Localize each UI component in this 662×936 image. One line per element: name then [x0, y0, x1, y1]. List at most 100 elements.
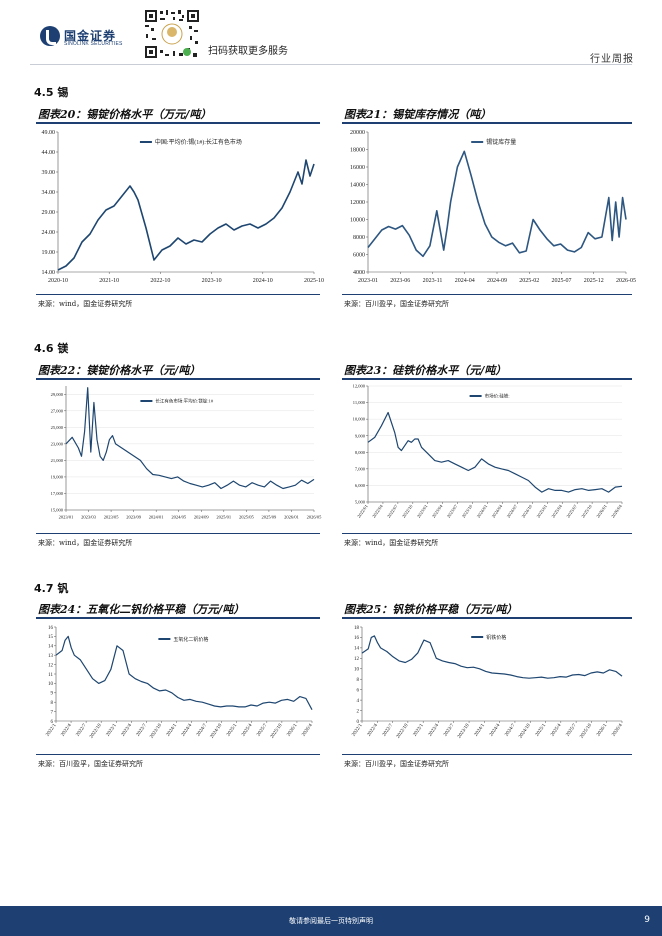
figure-title-rule: [36, 378, 320, 380]
figure-source-rule: [36, 294, 320, 295]
x-tick-label: 2025/05: [239, 515, 255, 520]
legend-label: 五氧化二钒价格: [173, 636, 208, 643]
y-tick-label: 13: [48, 654, 54, 659]
figure-title-rule: [36, 617, 320, 619]
legend-label: 中国:平均价:锡(1#):长江有色市场: [155, 138, 242, 146]
legend-label: 钒铁价格: [486, 634, 506, 641]
y-tick-label: 44.00: [42, 150, 56, 156]
figure-source-rule: [36, 533, 320, 534]
x-tick-label: 2025-12: [584, 278, 604, 284]
y-tick-label: 9,000: [355, 433, 366, 439]
page-footer: 敬请参阅最后一页特别声明 9: [0, 906, 662, 936]
legend-label: 长江有色市场:平均价:镁锭:1#: [155, 398, 213, 405]
x-tick-label: 2025-07: [552, 278, 572, 284]
x-tick-label: 2024/10: [521, 503, 534, 519]
y-tick-label: 15,000: [51, 508, 64, 514]
x-tick-label: 2025/4: [241, 723, 253, 738]
x-tick-label: 2026/01: [595, 504, 608, 519]
chart-tin-inventory: 4000 6000 8000 10000 12000 14000 16000 18000 200…: [342, 126, 636, 290]
y-tick-label: 0: [357, 720, 360, 725]
x-tick-label: 2024/7: [196, 723, 208, 738]
x-tick-label: 2023-10: [202, 278, 222, 284]
x-tick-label: 2023/10: [457, 723, 471, 740]
chart-svg: 0 2 4 6 8 10 12 14 16 18 2022/1 2022/4 2022/7 2022/10…: [352, 626, 624, 740]
y-tick-label: 16: [48, 626, 54, 631]
x-tick-label: 2022/7: [382, 723, 394, 738]
section-heading-tin: 4.5 锡: [34, 86, 69, 99]
y-tick-label: 25,000: [51, 425, 64, 431]
x-tick-label: 2021-10: [99, 278, 119, 284]
figure-title-rule: [36, 122, 320, 124]
y-tick-label: 15: [48, 635, 54, 640]
series-line: [361, 635, 623, 679]
x-tick-label: 2026/04: [610, 503, 623, 519]
x-tick-label: 2025/7: [256, 723, 268, 738]
y-tick-label: 10: [48, 682, 54, 687]
x-tick-label: 2023-01: [358, 278, 378, 284]
y-tick-label: 2: [357, 709, 360, 714]
series-line: [367, 150, 627, 258]
figure-title-21: 图表21：锡锭库存情况（吨）: [344, 108, 492, 121]
x-tick-label: 2024/05: [171, 515, 187, 520]
x-tick-label: 2025/10: [580, 503, 593, 519]
x-tick-label: 2022/4: [61, 723, 73, 738]
x-tick-label: 2024/10: [518, 723, 532, 740]
x-tick-label: 2026/05: [307, 515, 323, 520]
y-tick-label: 24.00: [42, 230, 56, 236]
x-tick-label: 2022/10: [401, 503, 414, 519]
y-tick-label: 7,000: [355, 466, 366, 472]
x-tick-label: 2024/7: [505, 723, 517, 738]
y-tick-label: 16: [354, 636, 360, 641]
figure-title-24: 图表24：五氧化二钒价格平稳（万元/吨）: [38, 603, 245, 616]
x-tick-label: 2023/07: [446, 503, 459, 519]
chart-ferrovanadium-price: 0 2 4 6 8 10 12 14 16 18 2022/1 2022/4 2022/7 2022/10…: [342, 621, 632, 751]
figure-title-rule: [342, 122, 632, 124]
figure-source-25: 来源：百川盈孚，国金证券研究所: [344, 760, 449, 768]
figure-source-23: 来源：wind，国金证券研究所: [344, 539, 439, 547]
x-tick-label: 2023/7: [136, 723, 148, 738]
qr-code-icon[interactable]: [143, 8, 201, 60]
x-tick-label: 2024-10: [253, 278, 273, 284]
x-tick-label: 2023/10: [150, 723, 164, 740]
y-tick-label: 21,000: [51, 458, 64, 464]
y-tick-label: 29,000: [51, 392, 64, 398]
x-tick-label: 2024/01: [149, 515, 164, 520]
x-tick-label: 2025/1: [535, 723, 547, 738]
y-tick-label: 12: [48, 663, 54, 668]
x-tick-label: 2022/4: [367, 723, 379, 738]
x-tick-label: 2023/04: [431, 503, 444, 519]
x-tick-label: 2024/07: [506, 503, 519, 519]
y-tick-label: 6: [357, 688, 360, 693]
y-tick-label: 18000: [350, 148, 365, 154]
x-tick-label: 2023/03: [81, 515, 97, 520]
y-tick-label: 19,000: [51, 475, 64, 481]
x-tick-label: 2022/04: [371, 503, 384, 519]
x-tick-label: 2025/07: [565, 503, 578, 519]
footer-disclaimer: 敬请参阅最后一页特别声明: [289, 917, 373, 925]
y-tick-label: 8: [51, 701, 54, 706]
x-tick-label: 2024/09: [194, 515, 210, 520]
y-tick-label: 23,000: [51, 441, 64, 447]
x-tick-label: 2026/01: [284, 515, 299, 520]
y-tick-label: 9: [51, 692, 54, 697]
x-tick-label: 2025/10: [270, 723, 284, 740]
x-tick-label: 2024-09: [487, 278, 507, 284]
x-tick-label: 2024/01: [476, 504, 489, 519]
x-tick-label: 2026/1: [596, 723, 608, 738]
y-tick-label: 49.00: [42, 130, 56, 136]
y-tick-label: 10000: [350, 218, 365, 224]
series-line: [55, 635, 313, 710]
x-tick-label: 2025/04: [550, 503, 563, 519]
logo-text-en: SINOLINK SECURITIES: [64, 41, 123, 47]
y-tick-label: 12: [354, 657, 360, 662]
y-tick-label: 20000: [350, 130, 365, 136]
x-tick-label: 2025-10: [304, 278, 324, 284]
figure-title-25: 图表25：钒铁价格平稳（万元/吨）: [344, 603, 518, 616]
x-tick-label: 2022/10: [89, 723, 103, 740]
chart-svg: 14.00 19.00 24.00 29.00 34.00 39.00 44.00 49.00…: [42, 130, 325, 284]
x-tick-label: 2023/4: [428, 723, 440, 738]
y-tick-label: 4000: [353, 270, 365, 276]
y-tick-label: 11: [48, 673, 53, 678]
x-tick-label: 2023/1: [413, 723, 425, 738]
x-tick-label: 2024/1: [474, 723, 486, 738]
